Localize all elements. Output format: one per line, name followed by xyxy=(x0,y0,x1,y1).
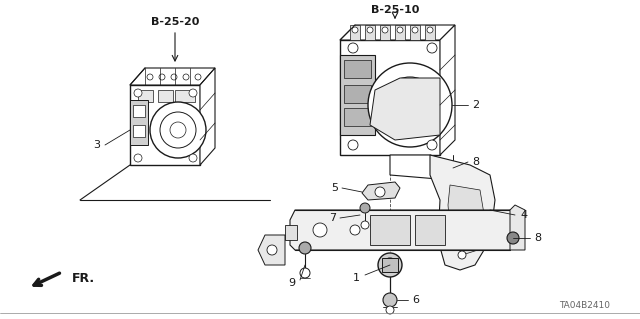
Text: TA04B2410: TA04B2410 xyxy=(559,301,611,310)
Circle shape xyxy=(299,242,311,254)
Circle shape xyxy=(454,222,470,238)
Circle shape xyxy=(313,223,327,237)
Polygon shape xyxy=(340,25,455,40)
Circle shape xyxy=(170,122,186,138)
Polygon shape xyxy=(370,78,440,140)
Bar xyxy=(350,25,360,40)
Circle shape xyxy=(160,112,196,148)
Circle shape xyxy=(267,245,277,255)
Text: B-25-20: B-25-20 xyxy=(151,17,199,27)
Circle shape xyxy=(447,162,459,174)
Polygon shape xyxy=(440,25,455,155)
Circle shape xyxy=(171,74,177,80)
Circle shape xyxy=(383,293,397,307)
Circle shape xyxy=(147,74,153,80)
Text: 5: 5 xyxy=(331,183,338,193)
Bar xyxy=(138,90,153,102)
Text: B-25-10: B-25-10 xyxy=(371,5,419,15)
Text: 8: 8 xyxy=(472,157,479,167)
Bar xyxy=(133,125,145,137)
Circle shape xyxy=(397,27,403,33)
Polygon shape xyxy=(448,185,485,255)
Bar xyxy=(344,60,371,78)
Circle shape xyxy=(348,140,358,150)
Bar xyxy=(415,215,445,245)
Text: 2: 2 xyxy=(472,100,479,110)
Circle shape xyxy=(382,77,438,133)
Bar xyxy=(382,258,398,272)
Polygon shape xyxy=(258,235,285,265)
Circle shape xyxy=(427,27,433,33)
Polygon shape xyxy=(130,85,200,165)
Circle shape xyxy=(400,95,420,115)
Polygon shape xyxy=(290,210,515,250)
Text: 8: 8 xyxy=(534,233,541,243)
Circle shape xyxy=(375,187,385,197)
Text: 3: 3 xyxy=(93,140,100,150)
Circle shape xyxy=(195,74,201,80)
Circle shape xyxy=(458,251,466,259)
Bar xyxy=(175,90,195,102)
Polygon shape xyxy=(362,182,400,200)
Circle shape xyxy=(134,89,142,97)
Circle shape xyxy=(382,27,388,33)
Polygon shape xyxy=(390,155,465,180)
Circle shape xyxy=(427,140,437,150)
Polygon shape xyxy=(130,68,215,85)
Circle shape xyxy=(412,27,418,33)
Bar xyxy=(158,90,173,102)
Bar xyxy=(133,105,145,117)
Circle shape xyxy=(507,232,519,244)
Text: 7: 7 xyxy=(329,213,336,223)
Bar xyxy=(425,25,435,40)
Circle shape xyxy=(150,102,206,158)
Circle shape xyxy=(352,27,358,33)
Bar xyxy=(344,85,371,103)
Bar xyxy=(370,215,410,245)
Bar xyxy=(344,108,371,126)
Circle shape xyxy=(450,165,456,171)
Circle shape xyxy=(350,225,360,235)
Circle shape xyxy=(360,203,370,213)
Circle shape xyxy=(368,63,452,147)
Circle shape xyxy=(134,154,142,162)
Text: FR.: FR. xyxy=(72,271,95,285)
Bar xyxy=(340,55,375,135)
Circle shape xyxy=(189,154,197,162)
Bar xyxy=(380,25,390,40)
Circle shape xyxy=(367,27,373,33)
Text: 4: 4 xyxy=(520,210,527,220)
Bar xyxy=(130,100,148,145)
Bar xyxy=(395,25,405,40)
Polygon shape xyxy=(510,205,525,250)
Circle shape xyxy=(183,74,189,80)
Circle shape xyxy=(383,258,397,272)
Circle shape xyxy=(189,89,197,97)
Circle shape xyxy=(361,221,369,229)
Circle shape xyxy=(348,43,358,53)
Text: 6: 6 xyxy=(412,295,419,305)
Circle shape xyxy=(159,74,165,80)
Circle shape xyxy=(378,253,402,277)
Circle shape xyxy=(387,262,393,268)
Bar xyxy=(410,25,420,40)
Polygon shape xyxy=(430,155,495,270)
Polygon shape xyxy=(340,40,440,155)
Polygon shape xyxy=(200,68,215,165)
Circle shape xyxy=(300,268,310,278)
Circle shape xyxy=(427,43,437,53)
Bar xyxy=(365,25,375,40)
Bar xyxy=(285,225,297,240)
Circle shape xyxy=(386,306,394,314)
Text: 9: 9 xyxy=(288,278,295,288)
Text: 1: 1 xyxy=(353,273,360,283)
